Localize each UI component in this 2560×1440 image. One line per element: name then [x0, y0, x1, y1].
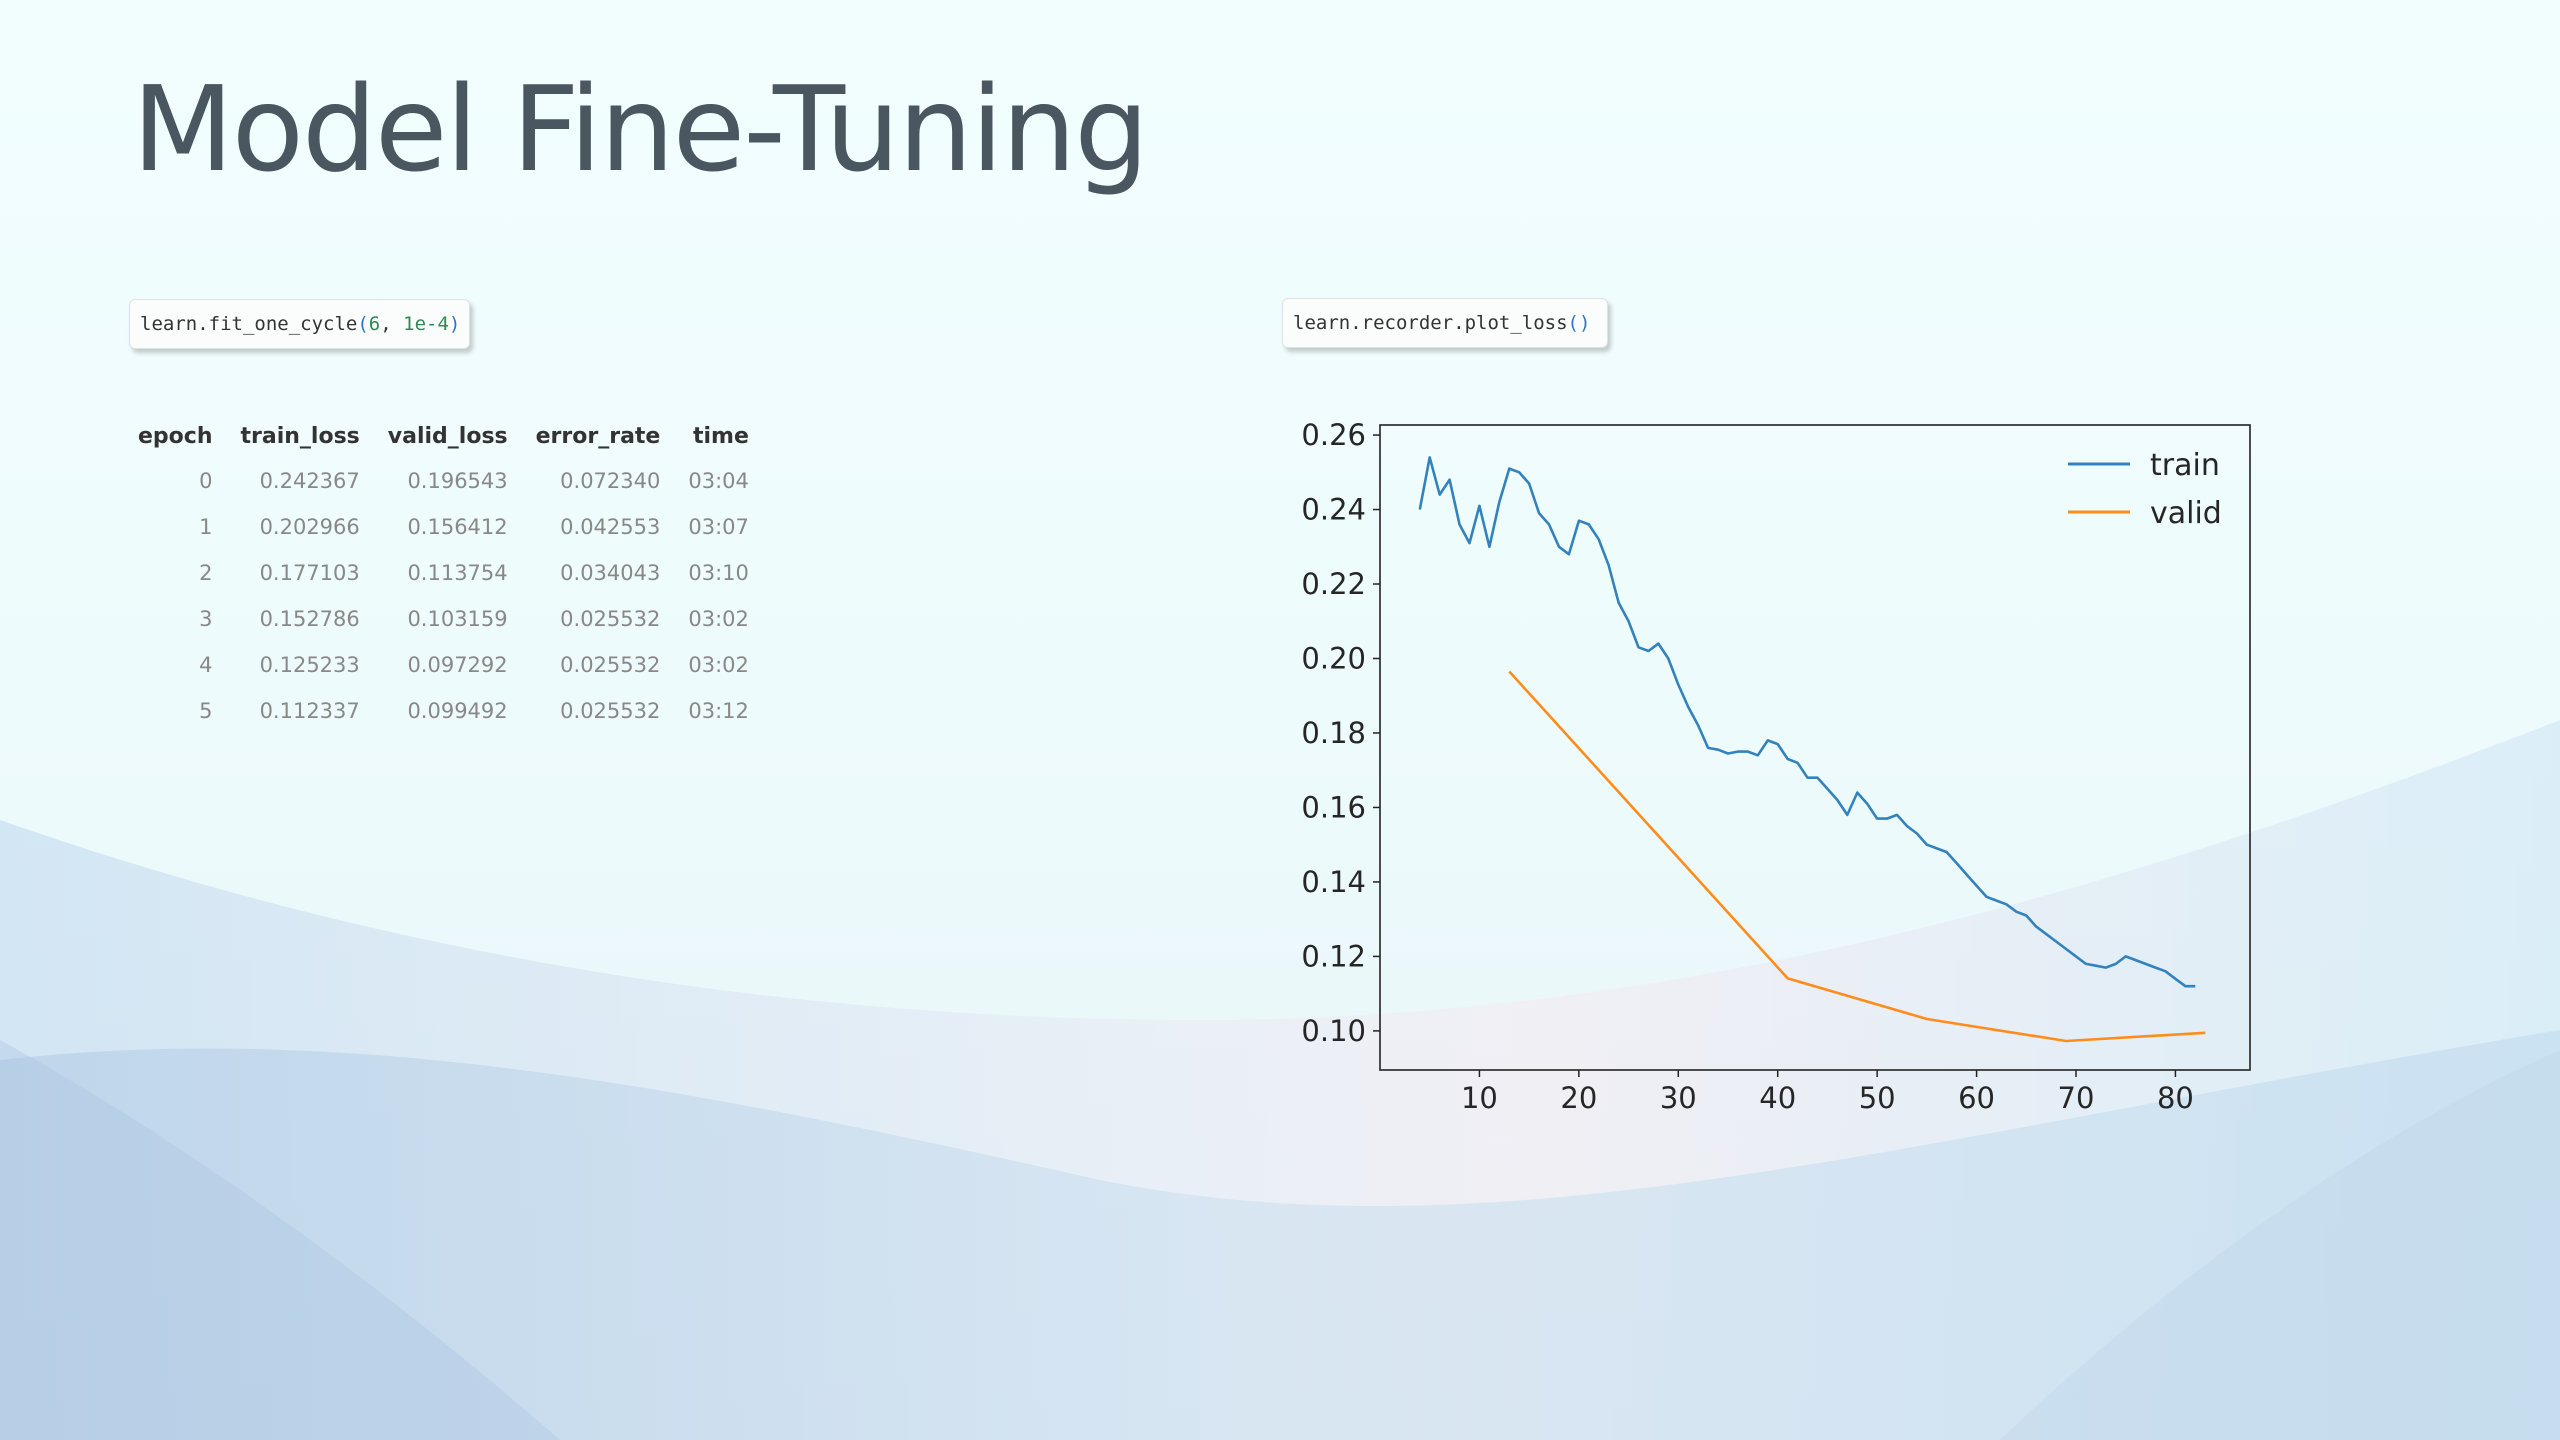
code-parens: ()	[1567, 312, 1591, 334]
cell-epoch: 5	[199, 699, 213, 723]
cell-error-rate: 0.042553	[560, 515, 661, 539]
x-tick-label: 40	[1759, 1081, 1796, 1115]
header-error-rate: error_rate	[535, 423, 661, 449]
cell-train-loss: 0.242367	[259, 469, 360, 493]
code-separator: ,	[380, 313, 404, 335]
x-tick-label: 10	[1461, 1081, 1498, 1115]
y-tick-label: 0.26	[1301, 418, 1366, 452]
code-close-paren: )	[448, 313, 461, 335]
cell-train-loss: 0.125233	[259, 653, 360, 677]
loss-chart: 10 20 30 40 50 60 70 80 0.10 0.12 0.14 0.16 0.18 0.20…	[1301, 418, 2251, 1115]
cell-time: 03:04	[688, 469, 749, 493]
slide-title: Model Fine-Tuning	[132, 60, 1149, 198]
x-tick-label: 80	[2157, 1081, 2194, 1115]
y-tick-label: 0.24	[1301, 493, 1366, 527]
cell-valid-loss: 0.113754	[407, 561, 508, 585]
code-arg-lr: 1e-4	[403, 313, 449, 335]
legend-label-train: train	[2150, 448, 2220, 483]
cell-valid-loss: 0.196543	[407, 469, 508, 493]
cell-time: 03:10	[688, 561, 749, 585]
cell-train-loss: 0.177103	[259, 561, 360, 585]
y-tick-label: 0.10	[1301, 1014, 1366, 1048]
code-function: learn.fit_one_cycle	[140, 313, 358, 335]
header-epoch: epoch	[138, 423, 213, 449]
loss-chart-container: 10 20 30 40 50 60 70 80 0.10 0.12 0.14 0.16 0.18 0.20…	[1270, 400, 2270, 1140]
cell-epoch: 2	[199, 561, 213, 585]
x-tick-label: 30	[1660, 1081, 1697, 1115]
x-tick-label: 50	[1859, 1081, 1896, 1115]
cell-epoch: 1	[199, 515, 213, 539]
table-header-row: epoch train_loss valid_loss error_rate t…	[130, 414, 763, 458]
header-train-loss: train_loss	[240, 423, 360, 449]
table-row: 5 0.112337 0.099492 0.025532 03:12	[130, 688, 763, 734]
x-tick-label: 60	[1958, 1081, 1995, 1115]
plot-frame	[1379, 424, 2251, 1071]
x-tick-label: 20	[1560, 1081, 1597, 1115]
cell-epoch: 3	[199, 607, 213, 631]
cell-train-loss: 0.202966	[259, 515, 360, 539]
cell-valid-loss: 0.156412	[407, 515, 508, 539]
fit-one-cycle-code-cell[interactable]: learn.fit_one_cycle(6, 1e-4)	[129, 299, 470, 349]
cell-time: 03:02	[688, 653, 749, 677]
header-valid-loss: valid_loss	[387, 423, 508, 449]
table-row: 1 0.202966 0.156412 0.042553 03:07	[130, 504, 763, 550]
cell-time: 03:07	[688, 515, 749, 539]
series-line-valid	[1508, 670, 2206, 1043]
cell-valid-loss: 0.097292	[407, 653, 508, 677]
header-time: time	[692, 423, 749, 449]
cell-error-rate: 0.072340	[560, 469, 661, 493]
legend-label-valid: valid	[2150, 496, 2222, 531]
cell-valid-loss: 0.103159	[407, 607, 508, 631]
cell-train-loss: 0.112337	[259, 699, 360, 723]
table-row: 4 0.125233 0.097292 0.025532 03:02	[130, 642, 763, 688]
code-function: learn.recorder.plot_loss	[1293, 312, 1568, 334]
training-results-table: epoch train_loss valid_loss error_rate t…	[130, 414, 763, 734]
y-tick-label: 0.16	[1301, 790, 1366, 824]
cell-error-rate: 0.025532	[560, 699, 661, 723]
series-line-train	[1418, 456, 2196, 988]
table-row: 3 0.152786 0.103159 0.025532 03:02	[130, 596, 763, 642]
cell-error-rate: 0.034043	[560, 561, 661, 585]
table-row: 0 0.242367 0.196543 0.072340 03:04	[130, 458, 763, 504]
code-arg-epochs: 6	[368, 313, 381, 335]
x-tick-label: 70	[2058, 1081, 2095, 1115]
code-open-paren: (	[357, 313, 369, 335]
cell-epoch: 4	[199, 653, 213, 677]
cell-error-rate: 0.025532	[560, 607, 661, 631]
cell-error-rate: 0.025532	[560, 653, 661, 677]
y-tick-label: 0.22	[1301, 567, 1366, 601]
table-row: 2 0.177103 0.113754 0.034043 03:10	[130, 550, 763, 596]
cell-time: 03:12	[688, 699, 749, 723]
cell-time: 03:02	[688, 607, 749, 631]
y-tick-label: 0.14	[1301, 865, 1366, 899]
cell-valid-loss: 0.099492	[407, 699, 508, 723]
cell-epoch: 0	[199, 469, 213, 493]
plot-loss-code-cell[interactable]: learn.recorder.plot_loss()	[1282, 298, 1608, 348]
y-tick-label: 0.12	[1301, 939, 1366, 973]
y-tick-label: 0.20	[1301, 641, 1366, 675]
y-tick-label: 0.18	[1301, 716, 1366, 750]
cell-train-loss: 0.152786	[259, 607, 360, 631]
